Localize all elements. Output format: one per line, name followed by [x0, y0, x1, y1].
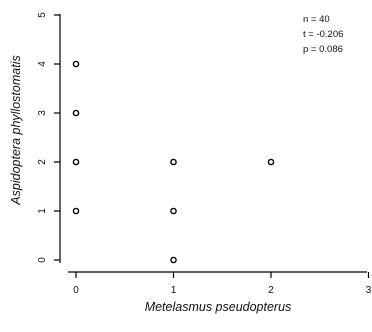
- y-tick-label: 2: [37, 159, 48, 165]
- data-point: [267, 158, 275, 166]
- data-point: [170, 207, 177, 215]
- y-tick-label: 4: [37, 61, 48, 67]
- y-tick-label: 5: [37, 12, 48, 18]
- y-tick-label: 1: [37, 208, 48, 214]
- stat-n-label: n = 40: [303, 14, 330, 25]
- x-tick-label: 1: [171, 285, 177, 296]
- x-tick-label: 3: [366, 285, 372, 296]
- data-point: [72, 60, 80, 68]
- data-point: [170, 158, 177, 166]
- data-points: [72, 60, 275, 264]
- data-point: [72, 158, 80, 166]
- data-point: [72, 207, 80, 215]
- x-tick-label: 0: [73, 285, 79, 296]
- data-point: [170, 256, 177, 264]
- x-tick-label: 2: [268, 285, 274, 296]
- stat-p-label: p = 0.086: [303, 44, 343, 55]
- x-axis-title: Metelasmus pseudopterus: [145, 300, 292, 314]
- x-axis-ticks: 0 1 2 3: [73, 272, 372, 296]
- data-point: [72, 109, 80, 117]
- stat-t-label: t = -0.206: [303, 29, 343, 40]
- y-axis-title: Aspidoptera phyllostomatis: [9, 55, 23, 205]
- y-axis-ticks: 0 1 2 3 4 5: [37, 12, 60, 263]
- y-tick-label: 3: [37, 110, 48, 116]
- y-tick-label: 0: [37, 257, 48, 263]
